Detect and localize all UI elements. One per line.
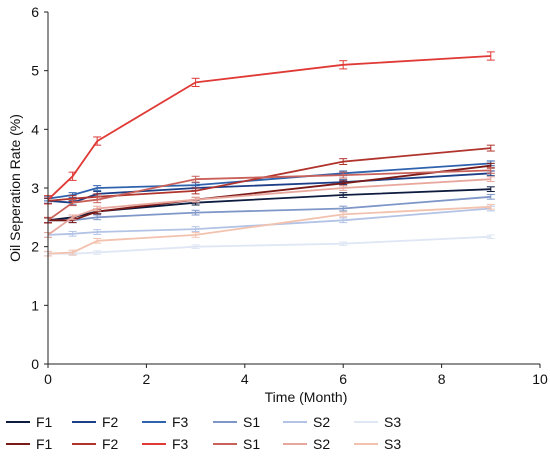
legend-item: F1 bbox=[6, 414, 53, 430]
y-tick-label: 4 bbox=[31, 121, 39, 137]
legend-label: S2 bbox=[313, 436, 330, 452]
legend-label: F2 bbox=[102, 436, 119, 452]
y-axis-label: Oil Seperation Rate (%) bbox=[7, 114, 23, 262]
error-bar bbox=[68, 214, 77, 221]
error-bar bbox=[486, 144, 495, 152]
y-tick-label: 0 bbox=[31, 356, 39, 372]
error-bar bbox=[68, 249, 77, 256]
error-bar bbox=[191, 175, 200, 183]
y-tick-label: 1 bbox=[31, 297, 39, 313]
series-line bbox=[47, 207, 491, 236]
error-bar bbox=[339, 185, 348, 191]
series-f2-red bbox=[44, 144, 495, 205]
error-bar bbox=[191, 232, 200, 238]
error-bar bbox=[191, 187, 200, 195]
x-axis-label: Time (Month) bbox=[265, 389, 348, 405]
error-bar bbox=[68, 171, 77, 181]
legend-label: S1 bbox=[243, 414, 260, 430]
legend-label: S1 bbox=[243, 436, 260, 452]
legend-item: F2 bbox=[72, 436, 119, 452]
legend-label: F3 bbox=[172, 436, 189, 452]
legend-label: F3 bbox=[172, 414, 189, 430]
error-bar bbox=[191, 196, 200, 203]
x-tick-label: 8 bbox=[438, 371, 446, 387]
legend: F1 F2 F3 S1 S2 S3 F1 F2 F3 S1 S2 S3 bbox=[6, 414, 401, 452]
axes: 0 1 2 3 4 5 6 0 2 4 6 8 10 bbox=[31, 4, 548, 387]
error-bar bbox=[339, 241, 348, 246]
error-bar bbox=[191, 226, 200, 232]
legend-item: F3 bbox=[142, 414, 189, 430]
error-bar bbox=[191, 77, 200, 88]
series-s3-red bbox=[44, 203, 495, 257]
x-tick-label: 4 bbox=[241, 371, 249, 387]
legend-item: S3 bbox=[354, 414, 401, 430]
legend-label: F1 bbox=[36, 436, 53, 452]
series-f3-blue bbox=[44, 160, 495, 202]
error-bar bbox=[486, 166, 495, 174]
error-bar bbox=[339, 211, 348, 218]
error-bar bbox=[191, 209, 200, 216]
y-tick-label: 6 bbox=[31, 4, 39, 20]
error-bar bbox=[339, 192, 348, 198]
legend-label: F1 bbox=[36, 414, 53, 430]
error-bar bbox=[339, 205, 348, 212]
series-line bbox=[47, 169, 491, 222]
error-bar bbox=[93, 205, 102, 212]
x-tick-label: 2 bbox=[143, 371, 151, 387]
series-f3-red bbox=[44, 51, 495, 205]
series-line bbox=[48, 235, 491, 255]
plot-area bbox=[44, 51, 495, 257]
error-bar bbox=[339, 60, 348, 70]
legend-item: S2 bbox=[283, 414, 330, 430]
legend-item: S1 bbox=[213, 436, 260, 452]
error-bar bbox=[68, 199, 77, 207]
error-bar bbox=[486, 203, 495, 210]
series-line bbox=[47, 178, 491, 236]
series-line bbox=[47, 188, 491, 222]
legend-item: S2 bbox=[283, 436, 330, 452]
error-bar bbox=[486, 51, 495, 61]
error-bar bbox=[486, 193, 495, 200]
legend-label: S3 bbox=[384, 414, 401, 430]
series-line bbox=[47, 147, 491, 202]
y-tick-label: 5 bbox=[31, 63, 39, 79]
series-line bbox=[47, 55, 491, 201]
series-line bbox=[47, 205, 491, 255]
error-bar bbox=[93, 185, 102, 191]
error-bar bbox=[339, 171, 348, 179]
x-tick-label: 10 bbox=[532, 371, 548, 387]
legend-item: F3 bbox=[142, 436, 189, 452]
series-line bbox=[47, 162, 491, 200]
legend-label: S3 bbox=[384, 436, 401, 452]
error-bar bbox=[191, 182, 200, 188]
error-bar bbox=[339, 217, 348, 224]
error-bar bbox=[339, 158, 348, 166]
error-bar bbox=[93, 237, 102, 244]
y-tick-label: 2 bbox=[31, 239, 39, 255]
error-bar bbox=[486, 176, 495, 183]
x-tick-label: 6 bbox=[339, 371, 347, 387]
error-bar bbox=[486, 234, 495, 239]
error-bar bbox=[93, 214, 102, 221]
error-bar bbox=[486, 186, 495, 193]
series-s1-red bbox=[44, 166, 495, 224]
legend-item: S3 bbox=[354, 436, 401, 452]
error-bar bbox=[93, 196, 102, 204]
legend-label: S2 bbox=[313, 414, 330, 430]
error-bar bbox=[93, 229, 102, 235]
legend-item: S1 bbox=[213, 414, 260, 430]
x-tick-label: 0 bbox=[44, 371, 52, 387]
error-bar bbox=[191, 244, 200, 249]
error-bar bbox=[68, 230, 77, 237]
series-s3-blue bbox=[44, 234, 495, 256]
legend-item: F1 bbox=[6, 436, 53, 452]
error-bar bbox=[93, 250, 102, 255]
legend-item: F2 bbox=[72, 414, 119, 430]
series-s2-red bbox=[44, 176, 495, 238]
error-bar bbox=[93, 136, 102, 146]
legend-label: F2 bbox=[102, 414, 119, 430]
y-tick-label: 3 bbox=[31, 180, 39, 196]
